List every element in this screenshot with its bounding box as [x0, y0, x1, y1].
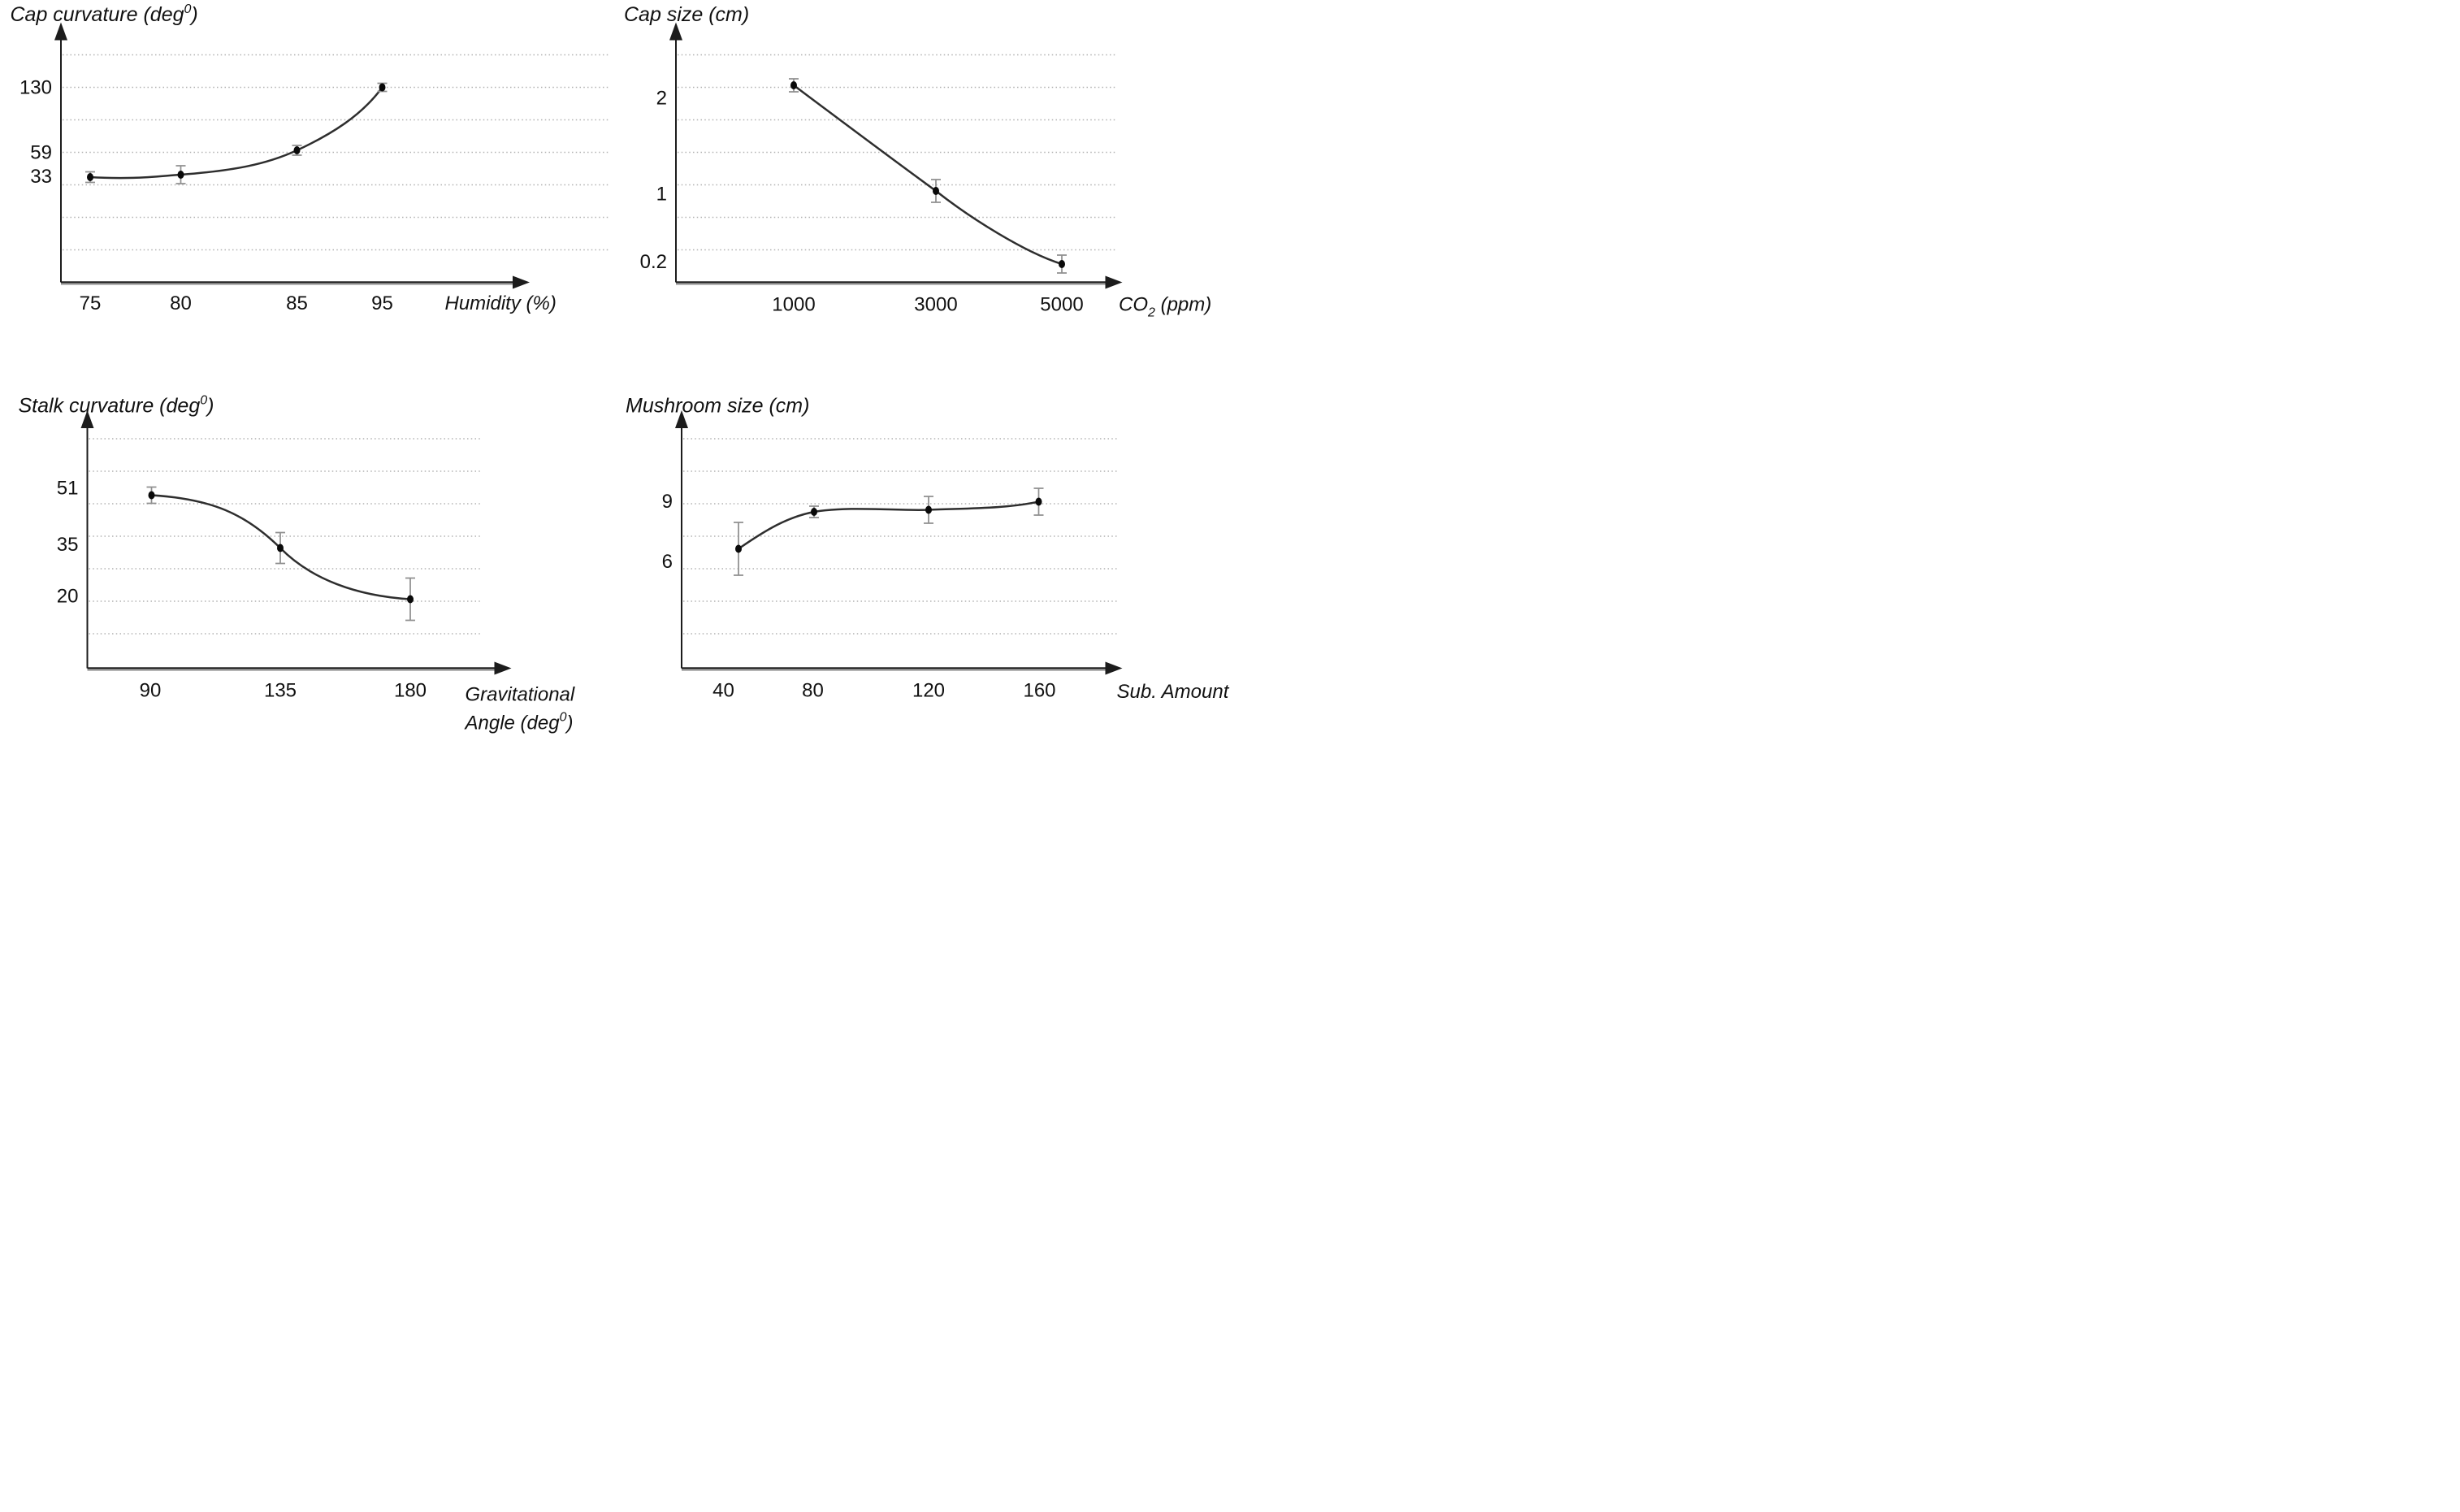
x-axis-arrow-icon — [1105, 661, 1123, 675]
x-axis-arrow-icon — [513, 275, 530, 289]
superscript: 0 — [200, 394, 207, 408]
chart-mushroom-size-vs-substrate-amount: 9 6 40 80 120 160 Mushroom size (cm) Sub. Amoun… — [615, 378, 1230, 756]
x-tick-label: 120 — [912, 680, 945, 702]
x-tick-label: 75 — [80, 292, 102, 314]
label-text: ) — [565, 713, 574, 734]
data-point — [1059, 260, 1065, 268]
label-text: Stalk curvature (deg — [19, 395, 201, 418]
label-text: Sub. Amount (g) — [1117, 681, 1231, 703]
superscript: 0 — [184, 2, 192, 16]
label-text: ) — [205, 395, 214, 418]
data-point — [1035, 497, 1042, 506]
data-point — [379, 83, 386, 92]
label-text: Humidity (%) — [445, 292, 557, 314]
y-tick-label: 2 — [656, 88, 667, 110]
y-axis-arrow-icon — [669, 22, 682, 41]
y-tick-label: 35 — [57, 534, 79, 556]
x-tick-label: 1000 — [772, 294, 815, 316]
x-axis-label: Gravitational — [466, 684, 575, 706]
chart-title: Stalk curvature (deg0) — [19, 394, 214, 418]
x-axis-arrow-icon — [1105, 275, 1123, 289]
x-tick-label: 5000 — [1040, 294, 1083, 316]
x-axis-arrow-icon — [494, 661, 512, 675]
label-text: Cap size (cm) — [624, 3, 749, 26]
label-text: Mushroom size (cm) — [626, 395, 809, 418]
y-axis-arrow-icon — [675, 410, 688, 428]
label-text: Angle (deg — [464, 713, 561, 734]
superscript: 0 — [560, 711, 567, 725]
x-tick-label: 95 — [371, 292, 393, 314]
y-tick-label: 20 — [57, 586, 79, 608]
y-axis-arrow-icon — [80, 410, 94, 428]
data-point — [925, 505, 932, 514]
y-tick-label: 51 — [57, 478, 79, 500]
y-tick-label: 6 — [662, 551, 673, 573]
x-axis-label: Sub. Amount (g) — [1117, 681, 1231, 703]
data-curve — [737, 500, 1040, 550]
data-point — [177, 171, 184, 179]
x-tick-label: 40 — [712, 680, 734, 702]
data-point — [293, 146, 301, 154]
y-axis-arrow-icon — [54, 22, 67, 41]
chart-title: Mushroom size (cm) — [626, 395, 809, 418]
x-tick-label: 90 — [140, 680, 162, 702]
label-text: Cap curvature (deg — [11, 3, 184, 26]
label-text: CO — [1119, 294, 1148, 316]
y-tick-label: 33 — [30, 166, 52, 188]
label-text: Gravitational — [466, 684, 575, 706]
data-point — [933, 187, 939, 195]
data-point — [790, 81, 797, 89]
chart-cap-size-vs-co2: 2 1 0.2 1000 3000 5000 Cap size (cm) CO2 (ppm) — [615, 0, 1230, 378]
y-tick-label: 59 — [30, 142, 52, 164]
chart-cap-curvature-vs-humidity: 130 59 33 75 80 85 95 Cap curvature (deg0) Humid… — [0, 0, 615, 378]
x-tick-label: 160 — [1023, 680, 1055, 702]
charts-grid: 130 59 33 75 80 85 95 Cap curvature (deg0) Humid… — [0, 0, 1231, 756]
x-tick-label: 180 — [394, 680, 427, 702]
mushroom-size-chart-canvas: 9 6 40 80 120 160 Mushroom size (cm) Sub. Amoun… — [626, 395, 1231, 704]
label-text: (ppm) — [1155, 294, 1211, 316]
x-axis-label: Humidity (%) — [445, 292, 557, 314]
data-point — [407, 595, 414, 604]
data-point — [811, 508, 817, 516]
chart-title: Cap curvature (deg0) — [11, 2, 198, 26]
data-point — [735, 544, 742, 553]
y-tick-label: 130 — [19, 77, 52, 99]
data-curve — [89, 86, 383, 180]
x-tick-label: 80 — [802, 680, 824, 702]
data-point — [87, 173, 93, 181]
label-text: ) — [188, 3, 197, 26]
chart-stalk-curvature-vs-gravitational-angle: 51 35 20 90 135 180 Stalk curvature (deg0) Grav… — [0, 378, 615, 756]
y-tick-label: 9 — [662, 491, 673, 513]
data-point — [277, 544, 284, 552]
x-axis-label: Angle (deg0) — [464, 711, 574, 734]
x-tick-label: 80 — [170, 292, 192, 314]
chart-title: Cap size (cm) — [624, 3, 749, 26]
x-tick-label: 85 — [286, 292, 308, 314]
x-axis-label: CO2 (ppm) — [1119, 294, 1211, 320]
data-curve — [792, 84, 1063, 266]
y-tick-label: 1 — [656, 184, 667, 206]
x-tick-label: 3000 — [914, 294, 957, 316]
subscript: 2 — [1147, 306, 1155, 320]
y-tick-label: 0.2 — [640, 251, 667, 273]
x-tick-label: 135 — [264, 680, 297, 702]
data-point — [148, 491, 155, 500]
